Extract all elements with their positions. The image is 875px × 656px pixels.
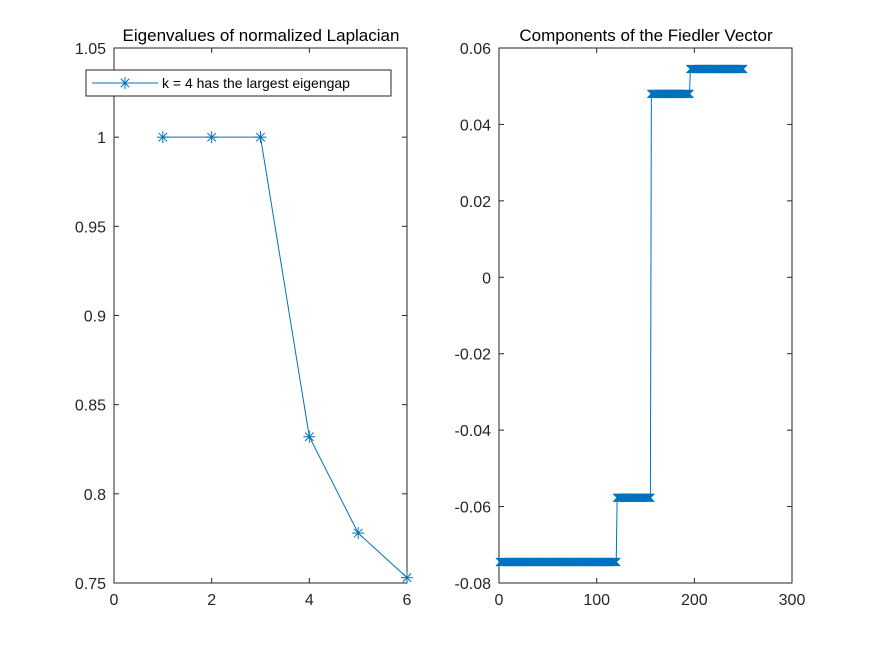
fiedler-series	[495, 64, 748, 567]
p1-xtick-label: 200	[681, 592, 708, 609]
eigenvalue-point	[352, 527, 365, 540]
p0-xtick-label: 4	[305, 592, 314, 609]
fiedler-chart-title: Components of the Fiedler Vector	[519, 26, 773, 45]
legend-entry-label: k = 4 has the largest eigengap	[162, 75, 350, 91]
fiedler-line	[499, 68, 744, 563]
fiedler-component-band	[647, 89, 694, 99]
p1-xtick-label: 300	[779, 592, 806, 609]
p1-ytick-label: 0.02	[460, 194, 491, 211]
eigenvalue-line	[162, 136, 408, 579]
fiedler-component-band	[686, 64, 748, 74]
p1-ytick-label: -0.04	[455, 423, 492, 440]
legend-box	[85, 69, 392, 97]
p1-ytick-label: 0.04	[460, 117, 491, 134]
fiedler-component-band	[495, 557, 621, 567]
p0-xtick-label: 0	[110, 592, 119, 609]
eigenvalue-series	[156, 131, 413, 584]
legend-asterisk-marker	[119, 77, 131, 89]
p0-ytick-label: 1.05	[75, 41, 106, 58]
p1-ytick-label: -0.02	[455, 347, 492, 364]
eigenvalue-point	[205, 131, 218, 144]
eigenvalue-chart-title: Eigenvalues of normalized Laplacian	[123, 26, 400, 45]
fiedler-component-band	[612, 493, 655, 503]
p0-ytick-label: 0.95	[75, 219, 106, 236]
eigenvalue-point	[303, 430, 316, 443]
p1-ytick-label: -0.08	[455, 576, 492, 593]
p1-xtick-label: 0	[495, 592, 504, 609]
p1-ytick-label: -0.06	[455, 500, 492, 517]
p0-ytick-label: 1	[97, 130, 106, 147]
p1-ytick-label: 0	[482, 270, 491, 287]
eigenvalue-chart: Eigenvalues of normalized Laplacian 0 2 4 6…	[75, 26, 413, 609]
eigenvalue-point	[254, 131, 267, 144]
legend-asterisk	[119, 77, 131, 89]
eigenvalue-plot-area	[113, 47, 408, 584]
p0-xtick-label: 6	[403, 592, 412, 609]
p1-ytick-label: 0.06	[460, 41, 491, 58]
eigenvalue-axis-ticks: 0 2 4 6 0.75 0.8 0.85 0.9 0.95 1 1.05	[75, 41, 412, 609]
fiedler-plot-area	[498, 47, 793, 584]
eigenvalue-point	[156, 131, 169, 144]
fiedler-chart: Components of the Fiedler Vector 0 100 200…	[455, 26, 806, 609]
p0-ytick-label: 0.75	[75, 576, 106, 593]
p0-ytick-label: 0.8	[84, 487, 106, 504]
p1-xtick-label: 100	[583, 592, 610, 609]
eigenvalue-point	[401, 571, 413, 584]
fiedler-axis-ticks: 0 100 200 300 -0.08 -0.06 -0.04 -0.02 0 0.02 0.04 0…	[455, 41, 806, 609]
p0-xtick-label: 2	[207, 592, 216, 609]
eigenvalue-legend: k = 4 has the largest eigengap	[85, 69, 392, 97]
p0-ytick-label: 0.9	[84, 309, 106, 326]
p0-ytick-label: 0.85	[75, 398, 106, 415]
